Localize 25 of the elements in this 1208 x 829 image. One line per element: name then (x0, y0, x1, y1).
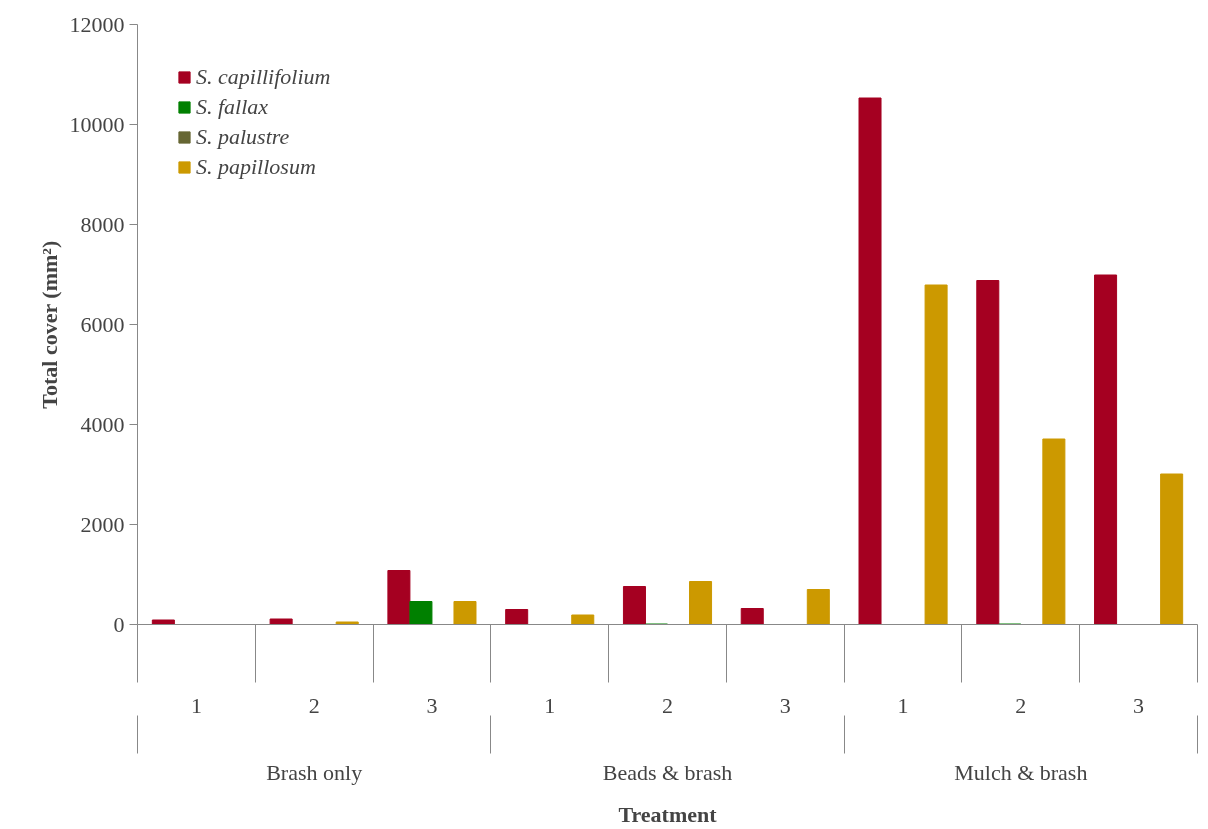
y-tick-label: 10000 (69, 111, 125, 137)
legend-label: S. capillifolium (196, 64, 331, 90)
legend-label: S. palustre (196, 124, 290, 150)
x-tick-label: 3 (779, 692, 791, 718)
y-tick-label: 8000 (80, 211, 125, 237)
x-axis-title: Treatment (618, 801, 718, 827)
x-tick-label: 1 (544, 692, 556, 718)
x-tick-label: 3 (1133, 692, 1145, 718)
x-tick-label: 2 (1015, 692, 1027, 718)
x-tick-label: 2 (308, 692, 320, 718)
y-tick-label: 0 (113, 611, 125, 637)
text: Beads & brash (602, 759, 733, 785)
x-tick-label: 2 (662, 692, 673, 718)
y-tick-label: 2000 (80, 511, 125, 537)
text: Brash only (266, 759, 363, 785)
y-tick-label: 12000 (69, 11, 125, 37)
x-tick-label: 1 (190, 692, 202, 718)
text: Mulch & brash (954, 759, 1088, 785)
legend-label: S. fallax (196, 94, 269, 120)
x-tick-label: 3 (426, 692, 438, 718)
legend-label: S. papillosum (196, 154, 316, 180)
y-tick-label: 6000 (80, 311, 125, 337)
y-tick-label: 4000 (80, 411, 125, 437)
x-tick-label: 1 (897, 692, 909, 718)
y-axis-title: Total cover (mm²) (36, 240, 62, 409)
